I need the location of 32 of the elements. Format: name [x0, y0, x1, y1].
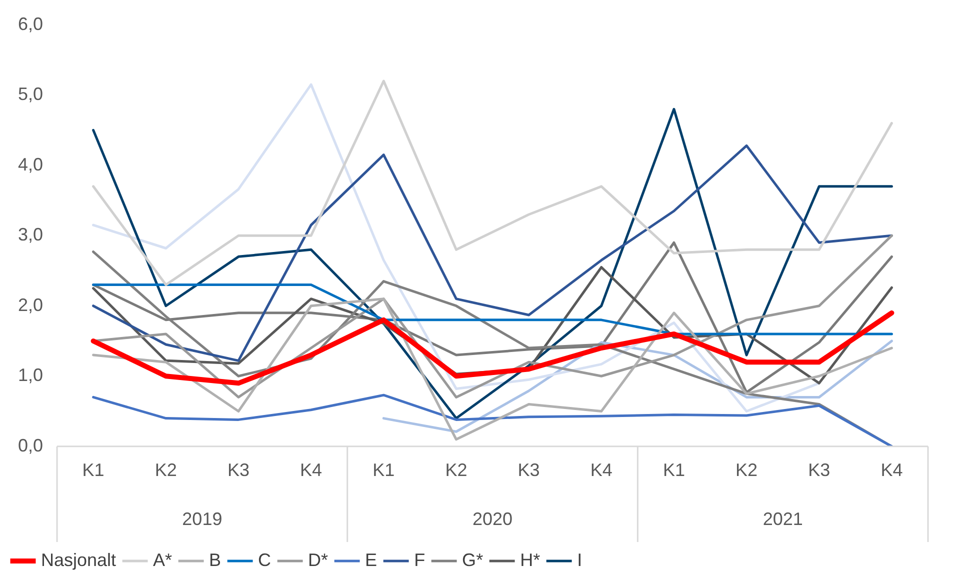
y-tick-label: 2,0	[18, 294, 44, 315]
y-tick-label: 1,0	[18, 365, 44, 386]
text: 2021	[762, 508, 803, 529]
legend-label: C	[258, 550, 272, 570]
y-tick-label: 0,0	[18, 435, 44, 456]
legend-label: F	[414, 550, 426, 570]
text: 2019	[182, 508, 222, 529]
legend-label: D*	[308, 550, 328, 570]
y-tick-label: 5,0	[18, 84, 44, 104]
x-tick-label: K1	[82, 460, 104, 480]
x-tick-label: K3	[227, 460, 250, 480]
x-tick-label: K2	[154, 460, 177, 480]
legend-label: A*	[153, 550, 172, 570]
y-tick-label: 3,0	[18, 224, 44, 245]
x-tick-label: K4	[300, 460, 322, 480]
legend-label: H*	[520, 550, 540, 570]
x-tick-label: K3	[808, 460, 830, 480]
x-tick-label: K1	[372, 460, 395, 480]
legend-label: G*	[462, 550, 484, 570]
x-tick-label: K4	[880, 460, 903, 480]
legend-label: B	[209, 550, 222, 570]
y-tick-label: 4,0	[18, 154, 44, 174]
x-tick-label: K4	[590, 460, 612, 480]
legend-label: E	[365, 550, 378, 570]
x-tick-label: K3	[518, 460, 540, 480]
y-tick-label: 6,0	[18, 14, 44, 34]
legend-label: Nasjonalt	[41, 550, 116, 570]
x-tick-label: K2	[736, 460, 758, 480]
text: 2020	[472, 508, 513, 529]
x-tick-label: K1	[662, 460, 685, 480]
x-tick-label: K2	[445, 460, 468, 480]
legend-label: I	[577, 550, 582, 570]
